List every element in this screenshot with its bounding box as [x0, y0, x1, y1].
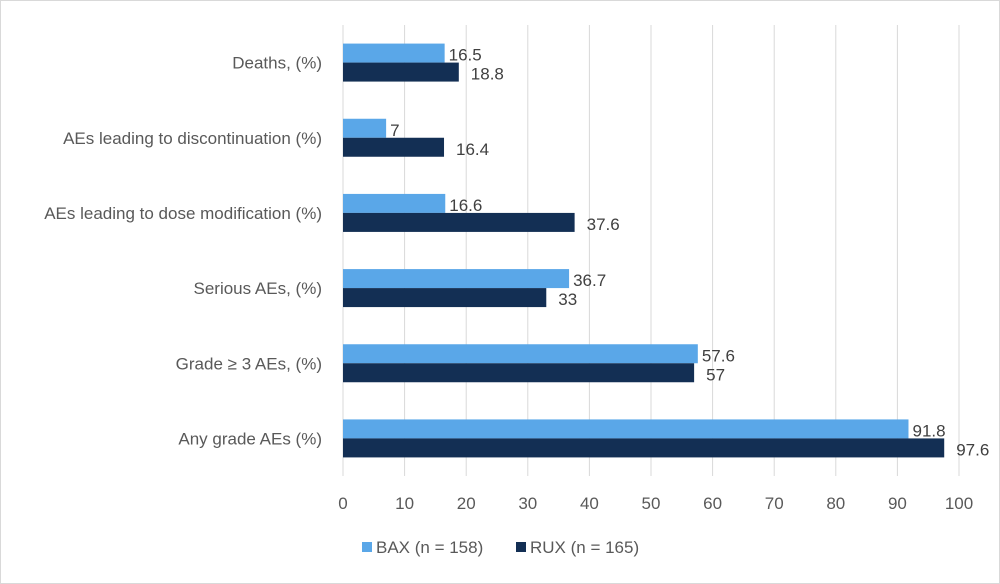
bar-bax: [343, 269, 570, 289]
x-tick-label: 70: [765, 494, 784, 513]
category-label: Serious AEs, (%): [194, 279, 323, 298]
x-tick-labels: 0 10 20 30 40 50 60 70 80 90 100: [338, 494, 973, 513]
data-label: 33: [558, 290, 577, 309]
bar-rux: [343, 363, 695, 383]
x-tick-label: 0: [338, 494, 347, 513]
bar-rux: [343, 438, 945, 458]
bar-rux: [343, 137, 445, 157]
data-label: 37.6: [587, 215, 620, 234]
legend: BAX (n = 158) RUX (n = 165): [362, 538, 639, 557]
x-tick-label: 50: [642, 494, 661, 513]
data-label: 18.8: [471, 65, 504, 84]
bar-rux: [343, 212, 575, 232]
x-tick-label: 30: [518, 494, 537, 513]
category-label: Grade ≥ 3 AEs, (%): [176, 354, 322, 373]
legend-label: BAX (n = 158): [376, 538, 483, 557]
data-label: 16.4: [456, 140, 489, 159]
x-tick-label: 40: [580, 494, 599, 513]
bar-rux: [343, 288, 547, 308]
category-label: AEs leading to discontinuation (%): [63, 129, 322, 148]
category-label: Any grade AEs (%): [178, 429, 322, 448]
legend-swatch: [362, 542, 372, 552]
x-tick-label: 60: [703, 494, 722, 513]
x-tick-label: 20: [457, 494, 476, 513]
bar-rux: [343, 62, 459, 82]
bar-bax: [343, 43, 445, 63]
x-tick-label: 100: [945, 494, 973, 513]
data-label: 7: [390, 121, 399, 140]
data-label: 57: [706, 365, 725, 384]
bar-bax: [343, 419, 909, 439]
x-tick-label: 10: [395, 494, 414, 513]
data-label: 16.5: [449, 46, 482, 65]
data-label: 91.8: [912, 421, 945, 440]
data-label: 57.6: [702, 346, 735, 365]
category-label: Deaths, (%): [232, 54, 322, 73]
bar-bax: [343, 193, 446, 213]
category-label: AEs leading to dose modification (%): [44, 204, 322, 223]
data-label: 16.6: [449, 196, 482, 215]
category-labels: Deaths, (%) AEs leading to discontinuatio…: [44, 54, 322, 449]
bar-bax: [343, 118, 387, 138]
bars: 16.518.8 7 16.4 16.6 37.6 36.733 57.657 91.8 97.…: [343, 43, 989, 459]
x-tick-label: 90: [888, 494, 907, 513]
legend-swatch: [516, 542, 526, 552]
data-label: 97.6: [956, 440, 989, 459]
legend-label: RUX (n = 165): [530, 538, 639, 557]
gridlines: [342, 25, 960, 476]
x-tick-label: 80: [826, 494, 845, 513]
bar-bax: [343, 344, 698, 364]
data-label: 36.7: [573, 271, 606, 290]
